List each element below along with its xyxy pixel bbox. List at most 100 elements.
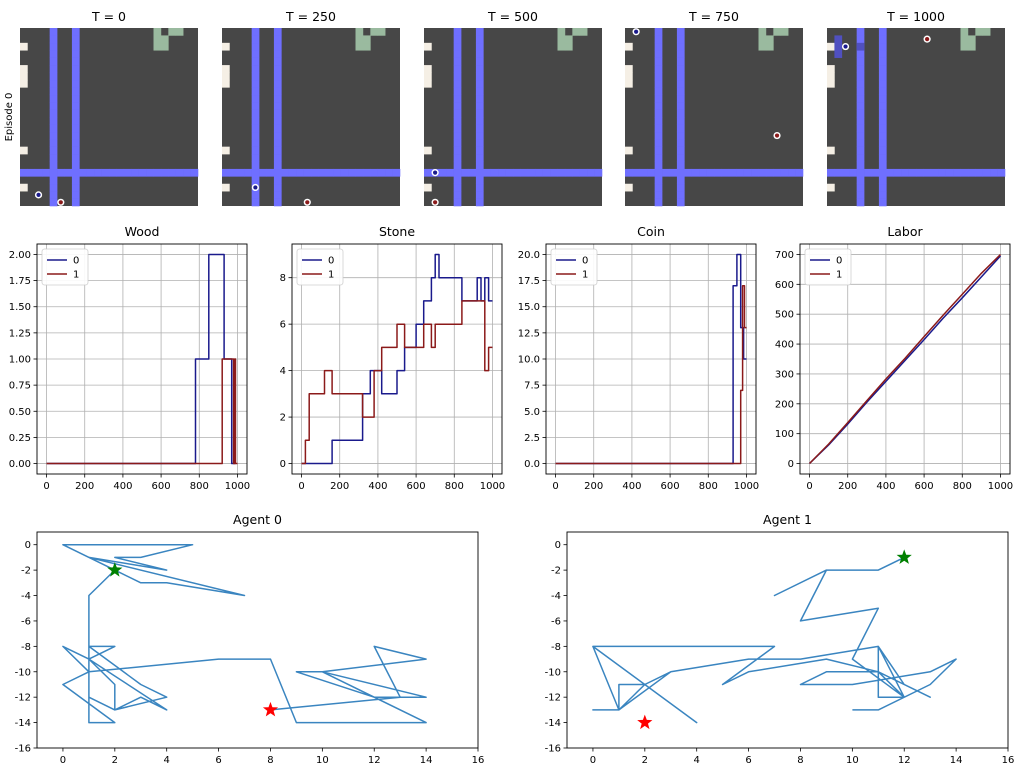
water-tile: [71, 124, 80, 133]
x-tick-label: 2: [112, 755, 118, 766]
water-tile: [362, 168, 371, 177]
water-tile: [453, 42, 462, 51]
stone-source-tile: [625, 65, 633, 73]
water-tile: [273, 168, 282, 177]
water-tile: [676, 183, 685, 192]
agent-0-marker: [36, 192, 41, 197]
wood-tile: [758, 35, 767, 44]
stone-source-tile: [827, 79, 835, 88]
stone-source-tile: [827, 146, 835, 155]
water-tile: [49, 94, 58, 103]
stone-source-tile: [424, 42, 432, 51]
water-tile: [49, 109, 58, 118]
water-tile: [259, 168, 267, 177]
water-tile: [751, 168, 759, 177]
legend-label: 1: [836, 270, 842, 281]
water-tile: [475, 79, 484, 88]
y-tick-label: 12.5: [518, 328, 540, 339]
water-tile: [878, 198, 887, 207]
y-tick-label: -4: [21, 591, 31, 602]
water-tile: [878, 28, 887, 36]
water-tile: [71, 117, 80, 125]
y-tick-label: -10: [545, 667, 561, 678]
water-tile: [654, 146, 663, 155]
chart-title: Agent 0: [233, 512, 282, 527]
water-tile: [975, 168, 984, 177]
wood-tile: [960, 42, 969, 51]
x-tick-label: 400: [876, 481, 895, 492]
water-tile: [49, 57, 58, 66]
water-tile: [273, 87, 282, 96]
water-tile: [856, 124, 865, 133]
water-tile: [878, 42, 887, 51]
water-tile: [273, 94, 282, 103]
water-tile: [251, 124, 260, 133]
map-snapshot-3: T = 750: [625, 9, 804, 207]
water-tile: [71, 87, 80, 96]
x-tick-label: 600: [661, 481, 680, 492]
water-tile: [131, 168, 139, 177]
water-tile: [71, 79, 80, 88]
water-tile: [453, 198, 462, 207]
agent-1-marker: [58, 200, 63, 205]
agent-0-marker: [634, 29, 639, 34]
y-tick-label: 0.0: [524, 459, 540, 470]
axes-frame: [291, 243, 503, 475]
water-tile: [153, 168, 162, 177]
stone-source-tile: [625, 79, 633, 88]
stone-source-tile: [222, 65, 230, 73]
water-tile: [49, 72, 58, 81]
water-tile: [453, 79, 462, 88]
y-tick-label: -12: [15, 693, 31, 704]
water-tile: [475, 183, 484, 192]
axes-frame: [799, 243, 1011, 475]
y-tick-label: 700: [775, 250, 794, 261]
stone-source-tile: [424, 72, 432, 81]
row-label: Episode 0: [4, 93, 15, 142]
legend: 01: [296, 248, 344, 286]
water-tile: [251, 146, 260, 155]
wood-tile: [967, 42, 976, 51]
end-star-marker: [637, 714, 653, 730]
water-tile: [676, 42, 685, 51]
stone-source-tile: [424, 65, 432, 73]
water-tile: [475, 35, 484, 44]
water-tile: [453, 28, 462, 36]
water-tile: [273, 183, 282, 192]
legend-label: 0: [836, 256, 842, 267]
house-tile: [834, 42, 843, 51]
water-tile: [453, 35, 462, 44]
water-tile: [856, 146, 865, 155]
water-tile: [49, 161, 58, 170]
wood-tile: [758, 28, 767, 36]
y-tick-label: 2.00: [9, 250, 31, 261]
agent-0-marker: [433, 170, 438, 175]
x-tick-label: 1000: [988, 481, 1013, 492]
water-tile: [676, 191, 685, 199]
water-tile: [49, 28, 58, 36]
water-tile: [654, 57, 663, 66]
wood-tile: [377, 28, 386, 36]
stone-source-tile: [20, 183, 28, 192]
water-tile: [475, 168, 484, 177]
water-tile: [856, 28, 865, 36]
wood-tile: [557, 42, 566, 51]
water-tile: [483, 168, 492, 177]
stone-source-tile: [827, 72, 835, 81]
water-tile: [377, 168, 386, 177]
x-tick-label: 1000: [225, 481, 250, 492]
water-tile: [765, 168, 774, 177]
y-tick-label: -8: [21, 642, 31, 653]
water-tile: [878, 50, 887, 58]
water-tile: [676, 50, 685, 58]
water-tile: [273, 42, 282, 51]
map-background: [20, 28, 198, 206]
water-tile: [856, 139, 865, 147]
wood-tile: [579, 28, 588, 36]
water-tile: [856, 35, 865, 44]
water-tile: [878, 191, 887, 199]
water-tile: [71, 35, 80, 44]
legend: 01: [804, 248, 852, 286]
